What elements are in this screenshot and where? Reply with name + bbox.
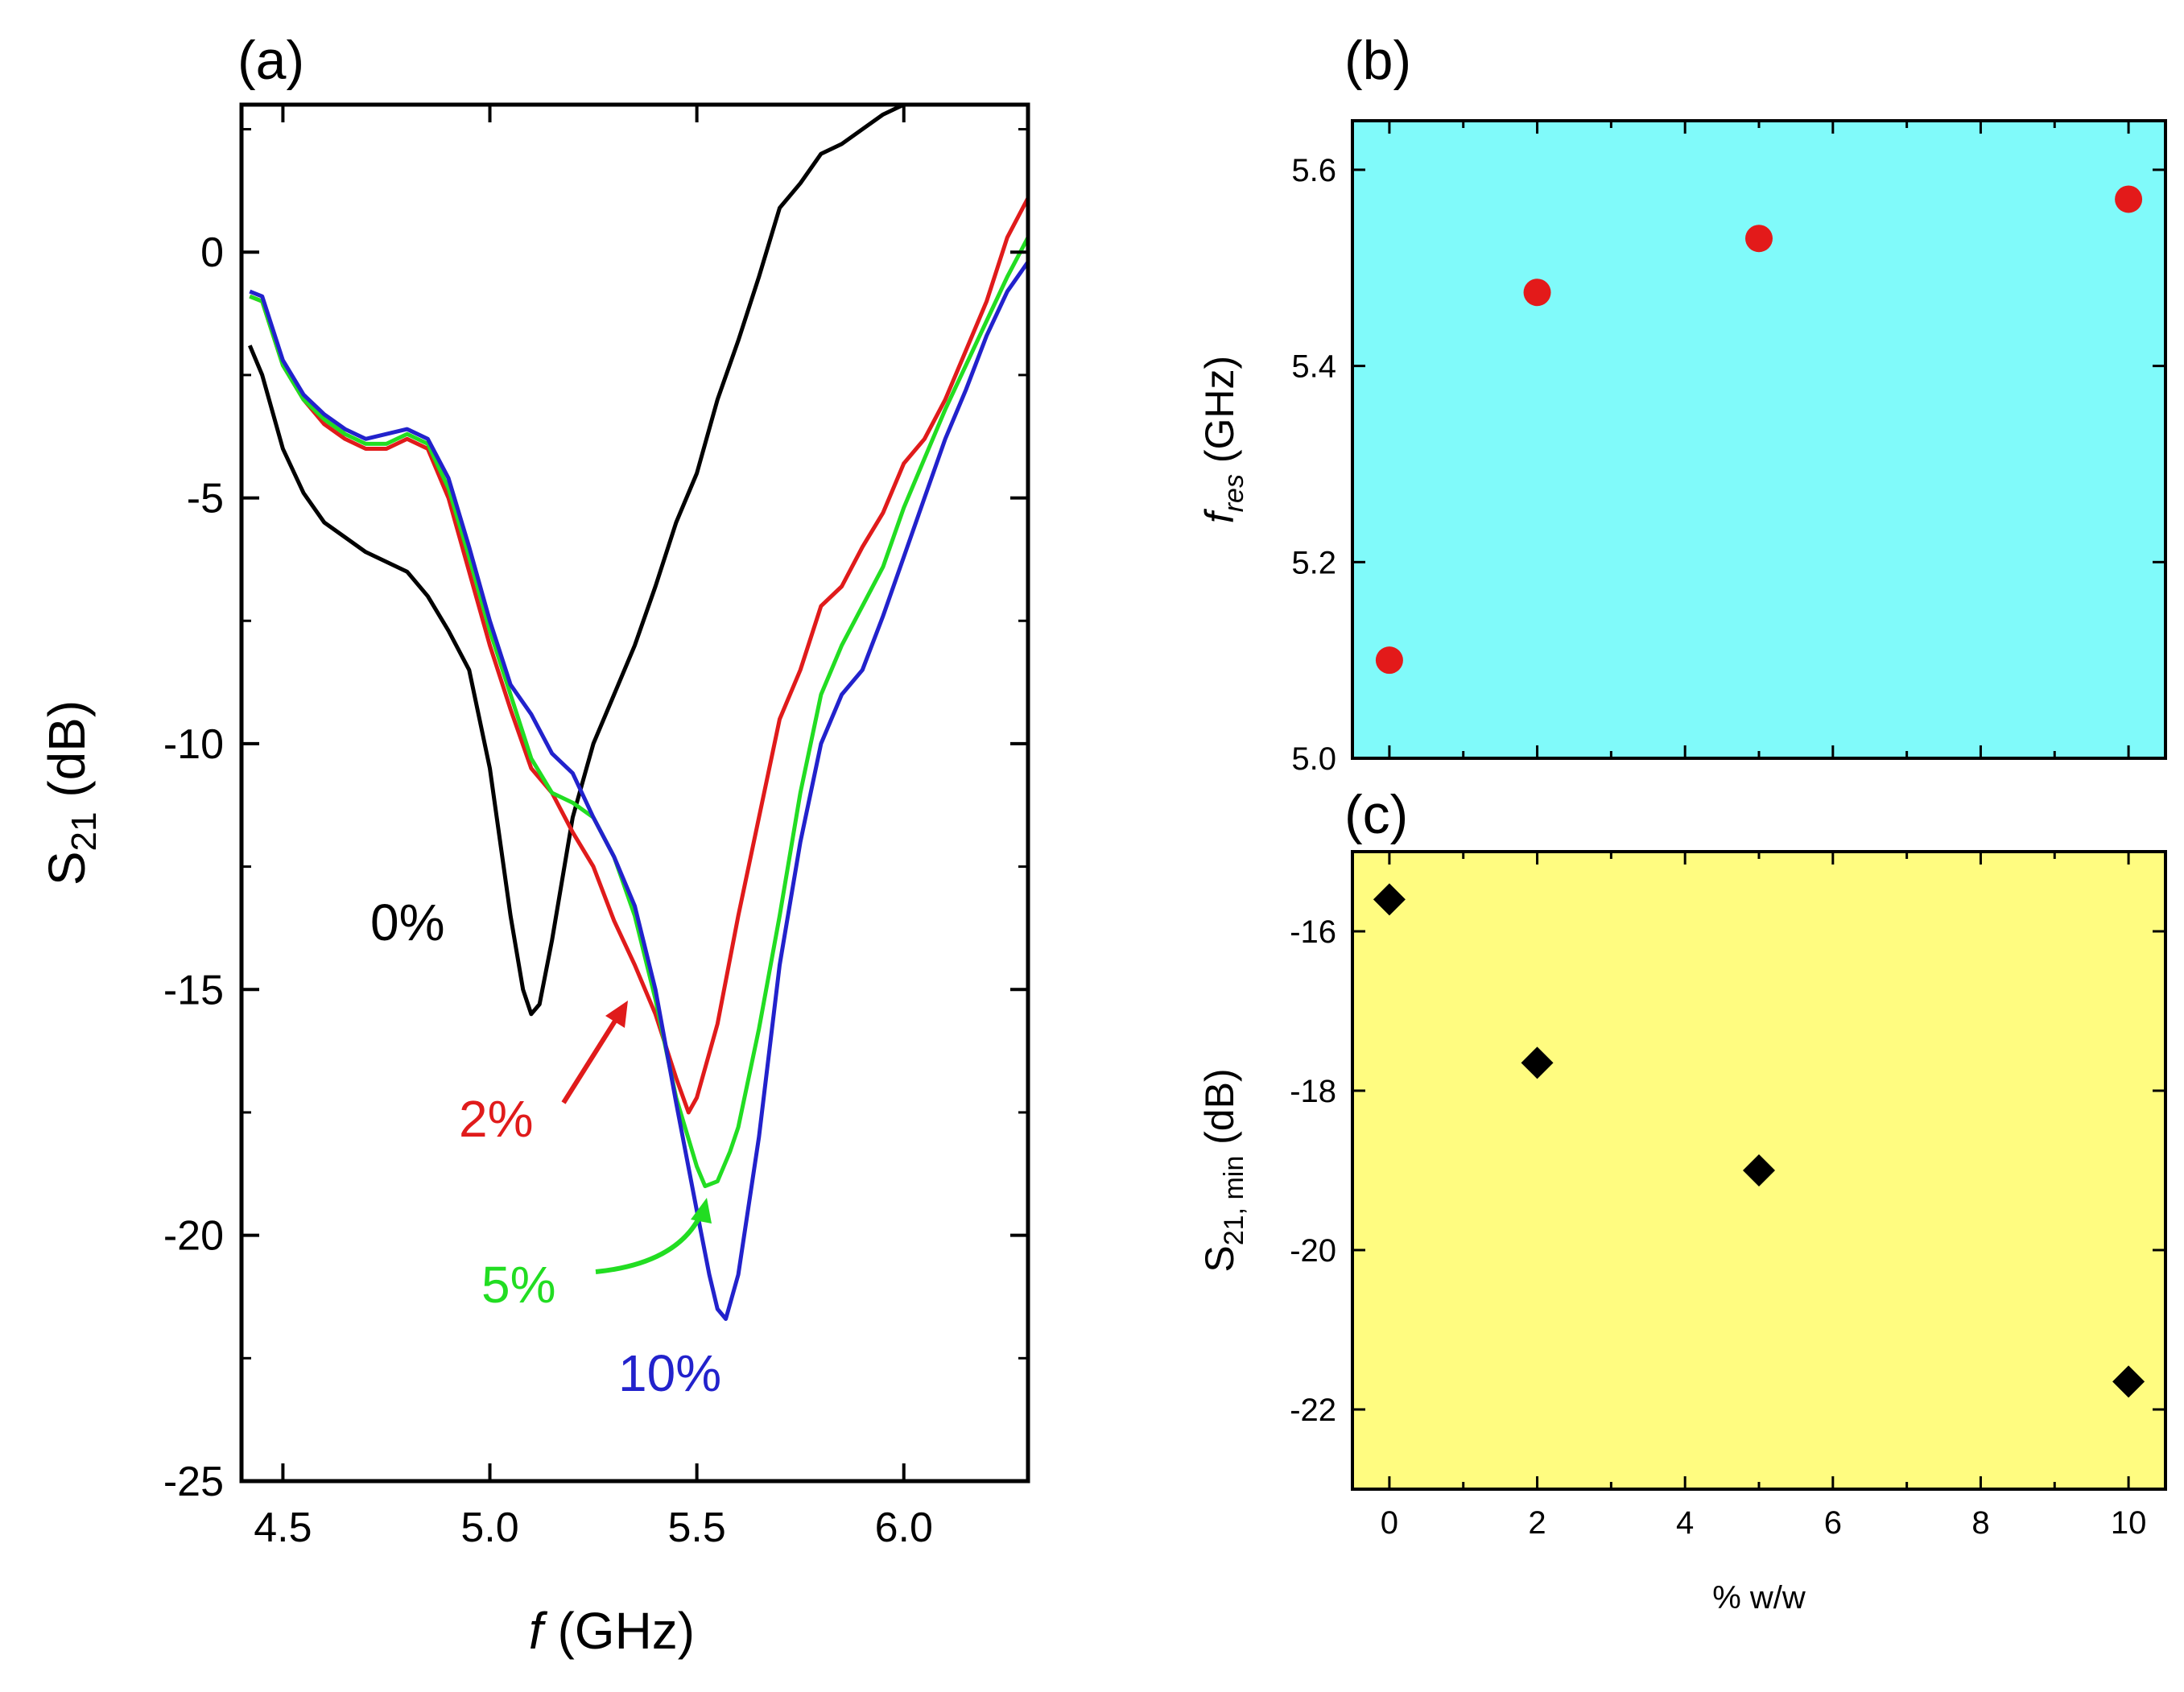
x-tick-label: 2 [1528, 1505, 1546, 1541]
y-tick-label: -22 [1290, 1393, 1336, 1428]
x-tick-label: 6 [1824, 1505, 1842, 1541]
data-point [2112, 1365, 2145, 1398]
panel-a-tick-labels: 4.5 5.0 5.5 6.0 0 -5 -10 -15 -20 -25 [163, 229, 933, 1551]
y-tick-label: 0 [200, 229, 224, 276]
panel-b: (b) 5.0 5.2 5.4 5.6 fres (GHz) [1197, 30, 2167, 777]
y-tick-label: -20 [1290, 1233, 1336, 1269]
x-tick-label: 0 [1381, 1505, 1398, 1541]
panel-a-x-title: f (GHz) [529, 1602, 695, 1660]
x-tick-label: 5.5 [667, 1504, 725, 1551]
panel-c: (c) 0 2 4 6 8 10 -16 -18 -20 -22 S21, min (dB) % … [1197, 784, 2167, 1616]
panel-a-frame [239, 102, 1030, 1484]
arrow-2pct [561, 1014, 621, 1104]
x-tick-label: 6.0 [875, 1504, 933, 1551]
panel-c-label: (c) [1344, 784, 1408, 845]
panel-c-x-title: % w/w [1712, 1580, 1806, 1616]
data-point [1375, 646, 1403, 675]
y-tick-label: 5.2 [1291, 545, 1336, 580]
panel-a-series [247, 102, 1030, 1321]
panel-a: (a) 4.5 5.0 5.5 6.0 0 -5 -10 -15 -20 -25 0% 2% 5%… [38, 30, 1030, 1660]
series-line-2pct [249, 196, 1030, 1115]
annotation-10pct: 10% [618, 1344, 721, 1402]
arrow-2pct-head [605, 1001, 628, 1028]
x-tick-label: 4 [1676, 1505, 1694, 1541]
y-tick-label: -15 [163, 967, 224, 1013]
panel-b-points [1375, 185, 2143, 675]
data-point [1743, 1154, 1775, 1186]
panel-a-label: (a) [237, 30, 304, 91]
y-tick-label: -20 [163, 1213, 224, 1260]
data-point [1523, 279, 1551, 307]
series-line-5pct [249, 236, 1030, 1189]
x-tick-label: 5.0 [460, 1504, 518, 1551]
annotation-2pct: 2% [459, 1090, 534, 1148]
panel-a-ticks [242, 105, 1028, 1483]
y-tick-label: -10 [163, 721, 224, 768]
y-tick-label: -16 [1290, 914, 1336, 950]
y-tick-label: 5.4 [1291, 349, 1336, 385]
y-tick-label: -18 [1290, 1074, 1336, 1109]
annotation-5pct: 5% [481, 1256, 556, 1314]
data-point [1745, 225, 1773, 253]
panel-b-background [1352, 121, 2165, 758]
series-line-10pct [249, 260, 1030, 1321]
y-tick-label: 5.0 [1291, 741, 1336, 777]
annotation-0pct: 0% [370, 893, 445, 951]
arrow-5pct [595, 1214, 703, 1274]
x-tick-label: 4.5 [254, 1504, 312, 1551]
panel-b-label: (b) [1344, 30, 1411, 91]
y-tick-label: -25 [163, 1459, 224, 1505]
panel-c-y-title: S21, min (dB) [1197, 1068, 1249, 1272]
panel-c-points [1373, 883, 2145, 1398]
panel-b-y-title: fres (GHz) [1197, 356, 1249, 523]
panel-a-annotations: 0% 2% 5% 10% [370, 893, 721, 1402]
arrow-5pct-head [691, 1198, 712, 1224]
panel-b-frame [1351, 119, 2167, 760]
y-tick-label: 5.6 [1291, 153, 1336, 188]
panel-c-frame [1351, 850, 2167, 1491]
series-line-0pct [247, 102, 905, 1017]
y-tick-label: -5 [187, 476, 224, 522]
panel-a-y-title: S21 (dB) [38, 700, 104, 885]
data-point [1521, 1046, 1554, 1079]
panel-c-tick-labels: 0 2 4 6 8 10 -16 -18 -20 -22 [1290, 914, 2146, 1541]
x-tick-label: 10 [2111, 1505, 2147, 1541]
data-point [2115, 185, 2143, 213]
panel-b-tick-labels: 5.0 5.2 5.4 5.6 [1291, 153, 1336, 777]
data-point [1373, 883, 1406, 916]
x-tick-label: 8 [1971, 1505, 1989, 1541]
